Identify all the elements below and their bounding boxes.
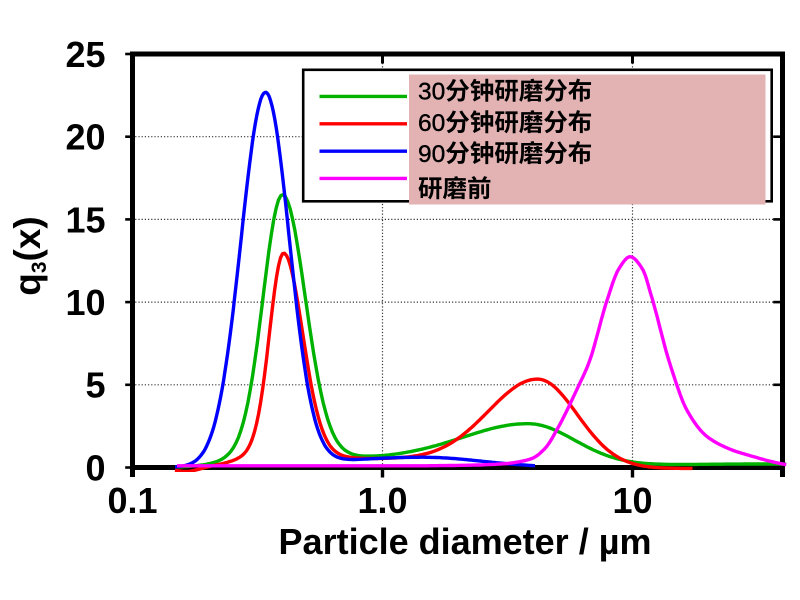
svg-text:10: 10	[65, 282, 105, 323]
svg-text:20: 20	[65, 117, 105, 158]
svg-text:q3(x): q3(x)	[7, 216, 51, 296]
svg-text:90: 90	[418, 141, 445, 168]
svg-text:10: 10	[612, 480, 652, 521]
svg-text:25: 25	[65, 34, 105, 75]
svg-text:30: 30	[418, 79, 445, 106]
svg-text:15: 15	[65, 199, 105, 240]
svg-text:5: 5	[85, 365, 105, 406]
svg-text:0.1: 0.1	[107, 480, 157, 521]
svg-text:1.0: 1.0	[357, 480, 407, 521]
svg-text:Particle diameter / µm: Particle diameter / µm	[279, 521, 652, 562]
svg-text:0: 0	[85, 447, 105, 488]
svg-text:60: 60	[418, 110, 445, 137]
